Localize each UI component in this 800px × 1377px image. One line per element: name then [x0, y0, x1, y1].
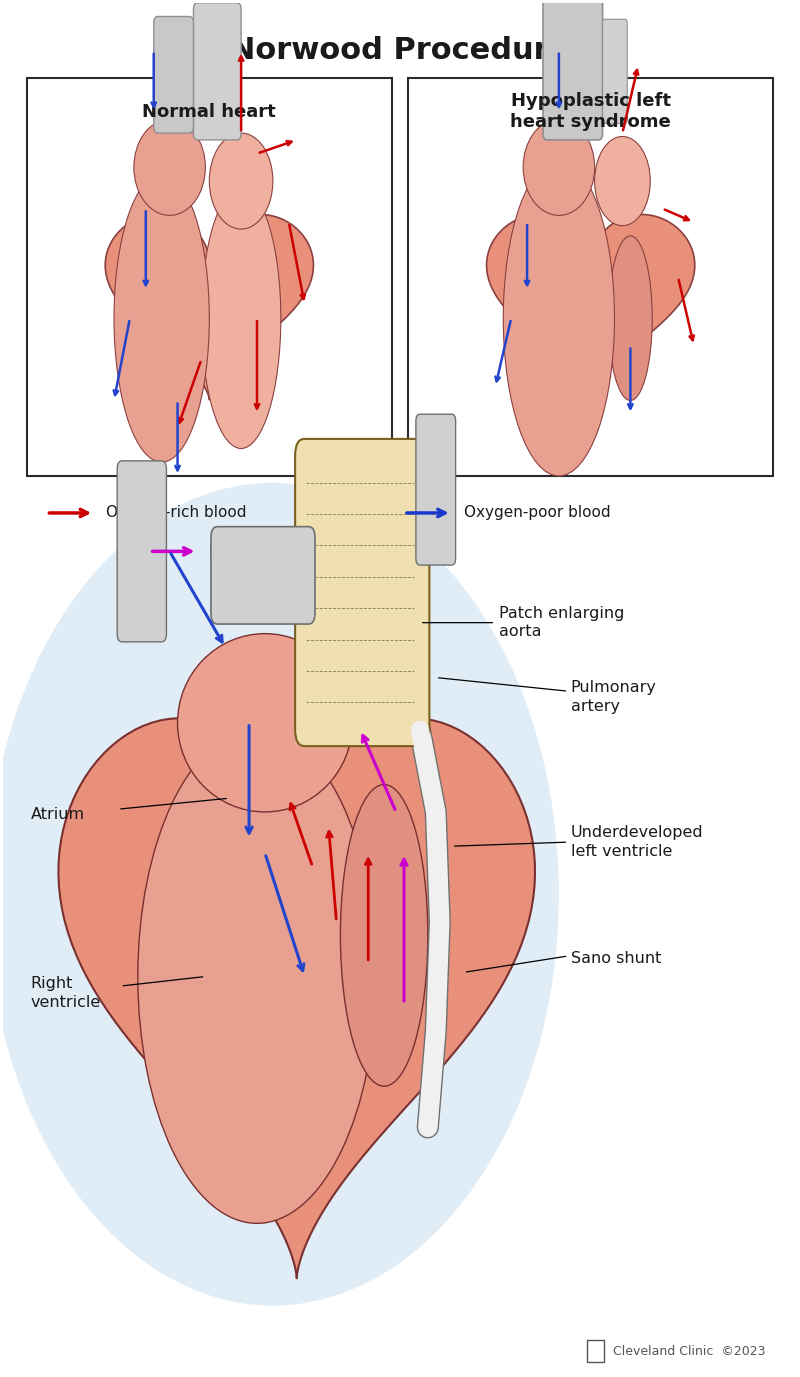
Ellipse shape: [341, 785, 428, 1086]
Ellipse shape: [138, 730, 376, 1223]
FancyBboxPatch shape: [194, 3, 241, 140]
Ellipse shape: [503, 161, 614, 476]
Ellipse shape: [114, 175, 210, 463]
FancyBboxPatch shape: [416, 414, 456, 565]
Ellipse shape: [134, 120, 206, 215]
FancyBboxPatch shape: [211, 526, 315, 624]
FancyBboxPatch shape: [602, 19, 627, 124]
Ellipse shape: [0, 483, 559, 1305]
FancyBboxPatch shape: [543, 0, 602, 140]
Text: Right
ventricle: Right ventricle: [30, 976, 101, 1009]
Text: Oxygen-rich blood: Oxygen-rich blood: [106, 505, 246, 521]
Polygon shape: [58, 719, 535, 1278]
Bar: [408, 78, 774, 476]
Text: Mixed blood: Mixed blood: [210, 544, 302, 559]
Text: Pulmonary
artery: Pulmonary artery: [571, 680, 657, 713]
Text: Oxygen-poor blood: Oxygen-poor blood: [463, 505, 610, 521]
Ellipse shape: [178, 633, 352, 812]
Polygon shape: [486, 215, 695, 399]
Bar: [586, 1340, 604, 1362]
Text: Atrium: Atrium: [30, 807, 85, 822]
Text: Cleveland Clinic  ©2023: Cleveland Clinic ©2023: [613, 1345, 766, 1358]
Ellipse shape: [523, 120, 594, 215]
Ellipse shape: [210, 134, 273, 229]
Polygon shape: [105, 215, 314, 399]
Ellipse shape: [202, 187, 281, 449]
Text: Sano shunt: Sano shunt: [571, 952, 661, 967]
Text: Underdeveloped
left ventricle: Underdeveloped left ventricle: [571, 825, 703, 859]
Text: Normal heart: Normal heart: [142, 103, 276, 121]
FancyBboxPatch shape: [154, 17, 194, 134]
Ellipse shape: [594, 136, 650, 226]
Bar: [26, 78, 392, 476]
Ellipse shape: [609, 235, 652, 401]
Text: Norwood Procedure: Norwood Procedure: [230, 36, 570, 65]
FancyBboxPatch shape: [295, 439, 430, 746]
Text: Hypoplastic left
heart syndrome: Hypoplastic left heart syndrome: [510, 92, 671, 131]
FancyBboxPatch shape: [117, 461, 166, 642]
Text: Patch enlarging
aorta: Patch enlarging aorta: [499, 606, 625, 639]
